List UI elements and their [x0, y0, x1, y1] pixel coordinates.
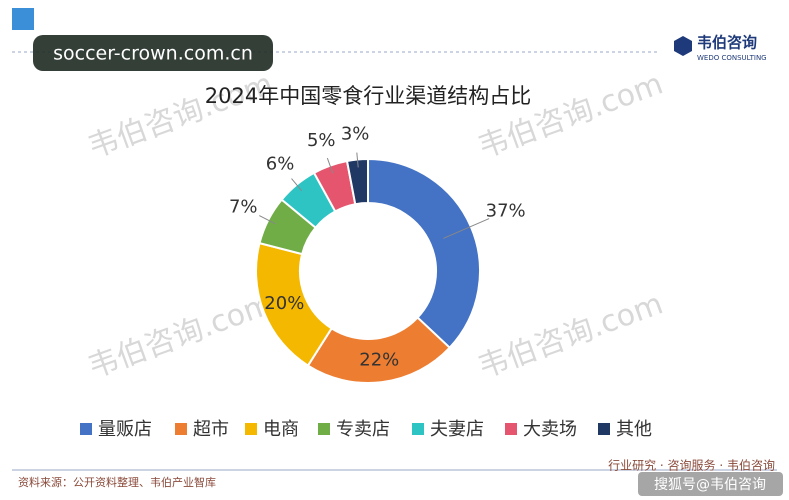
platform-bg	[638, 472, 783, 496]
legend: 量贩店 超市 电商 专卖店 夫妻店 大卖场 其他	[80, 419, 652, 440]
leader-line	[291, 178, 303, 192]
legend-label: 超市	[193, 419, 229, 440]
footer-right: 行业研究 · 咨询服务 · 韦伯咨询	[608, 458, 775, 473]
leader-line	[259, 215, 276, 225]
value-label: 3%	[341, 124, 370, 145]
site-badge-bg	[33, 35, 273, 71]
legend-swatch	[175, 423, 187, 435]
legend-label: 专卖店	[336, 419, 390, 440]
legend-label: 夫妻店	[430, 419, 484, 440]
chart-title: 2024年中国零食行业渠道结构占比	[205, 84, 531, 108]
platform: 搜狐号@韦伯咨询	[654, 477, 766, 493]
value-label: 5%	[307, 130, 336, 151]
legend-swatch	[598, 423, 610, 435]
watermark: 韦伯咨询.com	[84, 66, 278, 165]
leader-line	[326, 157, 334, 174]
value-label: 6%	[266, 154, 295, 175]
legend-label: 大卖场	[523, 419, 577, 440]
watermark: 韦伯咨询.com	[84, 286, 278, 385]
leader-line	[443, 218, 490, 239]
value-label: 37%	[486, 200, 526, 221]
legend-swatch	[412, 423, 424, 435]
value-label: 22%	[359, 349, 399, 370]
watermark: 韦伯咨询.com	[474, 286, 668, 385]
plot: 37% 22% 20% 7% 6% 5% 3%	[229, 124, 526, 384]
legend-swatch	[80, 423, 92, 435]
site-badge: soccer-crown.com.cn	[53, 43, 253, 65]
legend-swatch	[245, 423, 257, 435]
corner-square	[12, 8, 34, 30]
brand: 韦伯咨询	[697, 34, 757, 52]
legend-label: 电商	[263, 419, 299, 440]
legend-swatch	[318, 423, 330, 435]
watermark: 韦伯咨询.com	[474, 66, 668, 165]
legend-label: 量贩店	[98, 419, 152, 440]
source: 资料来源：公开资料整理、韦伯产业智库	[18, 475, 216, 489]
leader-line	[356, 152, 359, 168]
legend-label: 其他	[616, 419, 652, 440]
legend-swatch	[505, 423, 517, 435]
donut-segment	[367, 157, 481, 350]
value-label: 7%	[229, 196, 258, 217]
brand-logo	[674, 36, 692, 56]
value-label: 20%	[264, 293, 304, 314]
brand-en: WEDO CONSULTING	[697, 54, 767, 62]
donut-segment	[345, 157, 369, 206]
